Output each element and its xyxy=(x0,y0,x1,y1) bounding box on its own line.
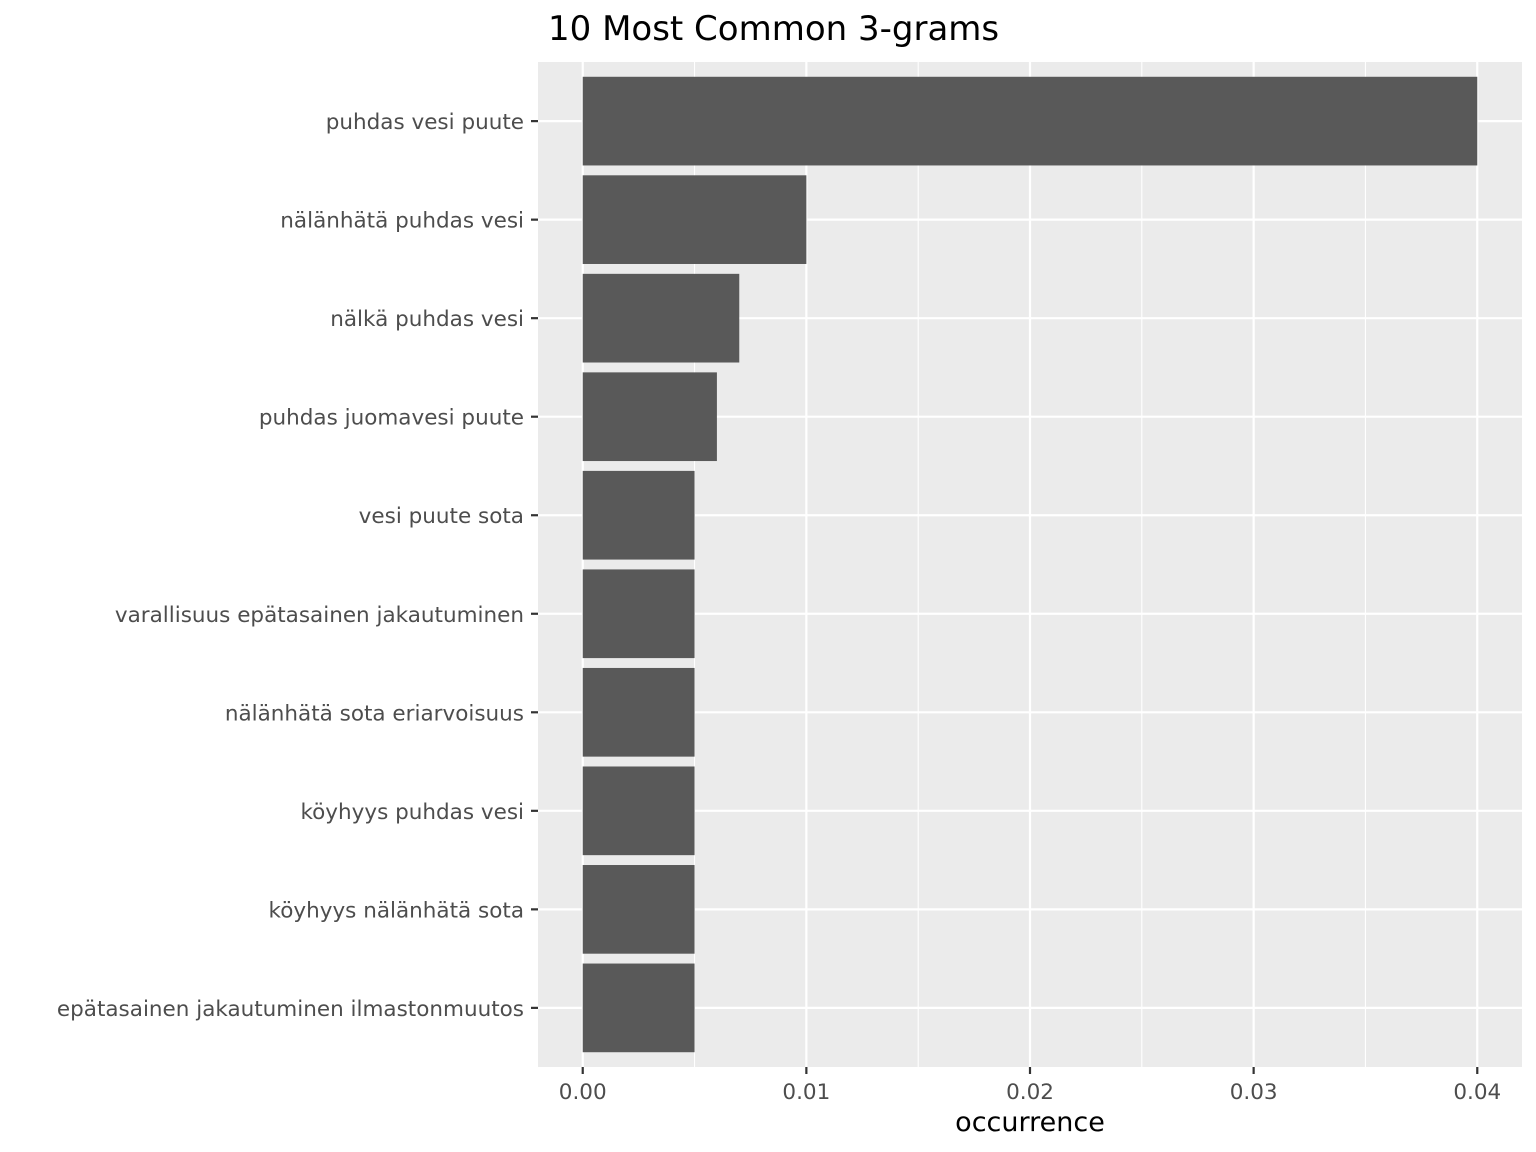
bar xyxy=(582,963,695,1053)
category-label: nälänhätä sota eriarvoisuus xyxy=(225,701,524,726)
bar xyxy=(582,372,717,462)
category-label: puhdas juomavesi puute xyxy=(259,406,524,431)
bar xyxy=(582,470,695,560)
y-axis: puhdas vesi puute nälänhätä puhdas vesi nä… xyxy=(57,110,538,1022)
bar xyxy=(582,76,1478,166)
x-axis-title: occurrence xyxy=(955,1107,1105,1138)
bar xyxy=(582,273,740,363)
category-label: epätasainen jakautuminen ilmastonmuutos xyxy=(57,997,524,1022)
category-label: köyhyys nälänhätä sota xyxy=(269,898,524,923)
x-tick-label: 0.04 xyxy=(1453,1080,1501,1105)
category-label: nälkä puhdas vesi xyxy=(330,307,524,332)
category-label: köyhyys puhdas vesi xyxy=(300,800,524,825)
bars xyxy=(582,76,1478,1053)
bar xyxy=(582,667,695,757)
bar xyxy=(582,569,695,659)
x-tick-label: 0.00 xyxy=(559,1080,607,1105)
category-label: nälänhätä puhdas vesi xyxy=(280,209,524,234)
x-axis: 0.00 0.01 0.02 0.03 0.04 xyxy=(559,1067,1501,1105)
bar xyxy=(582,865,695,954)
category-label: vesi puute sota xyxy=(359,504,524,529)
bar xyxy=(582,766,695,856)
chart-title: 10 Most Common 3-grams xyxy=(548,9,999,49)
bar xyxy=(582,175,807,264)
category-label: varallisuus epätasainen jakautuminen xyxy=(115,603,524,628)
category-label: puhdas vesi puute xyxy=(326,110,524,135)
x-tick-label: 0.02 xyxy=(1006,1080,1054,1105)
x-tick-label: 0.01 xyxy=(782,1080,830,1105)
x-tick-label: 0.03 xyxy=(1230,1080,1278,1105)
